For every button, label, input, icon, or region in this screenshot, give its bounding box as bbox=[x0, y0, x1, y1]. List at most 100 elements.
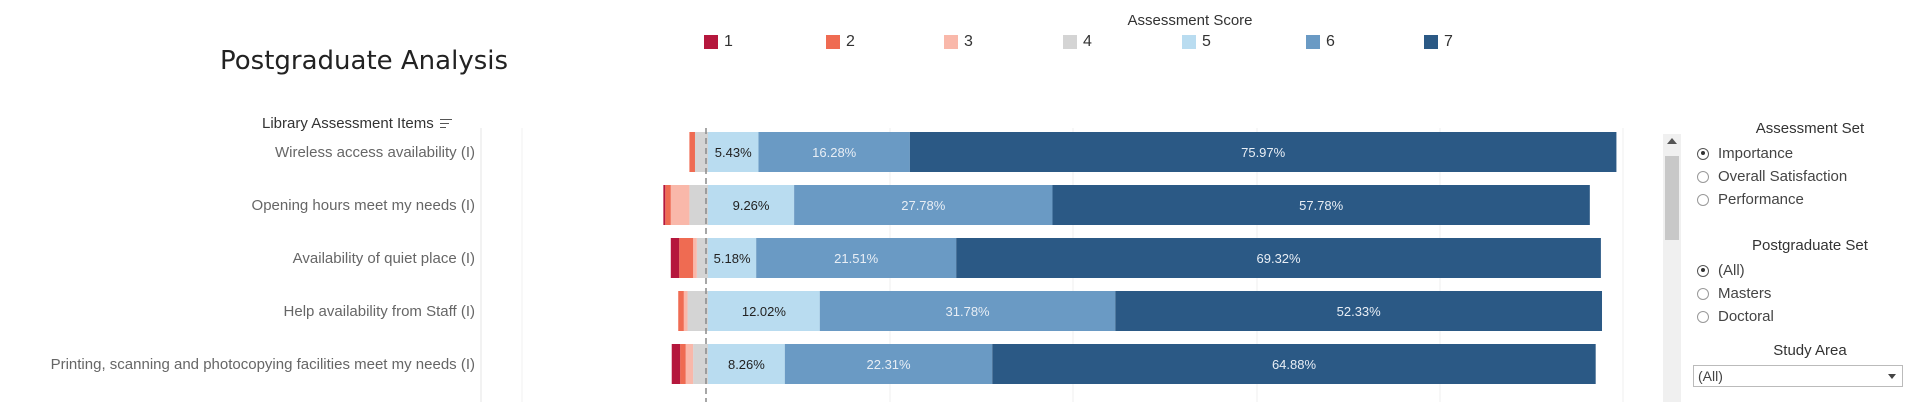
bar-segment-score-4[interactable] bbox=[689, 185, 708, 225]
bar-segment-score-1[interactable] bbox=[663, 185, 666, 225]
postgraduate-set-option-label: Doctoral bbox=[1718, 308, 1774, 325]
data-label: 16.28% bbox=[812, 145, 857, 160]
radio-button[interactable] bbox=[1697, 193, 1709, 206]
vertical-scrollbar[interactable] bbox=[1663, 134, 1681, 402]
legend-item-5[interactable]: 5 bbox=[1182, 33, 1211, 51]
bar-segment-score-6[interactable] bbox=[784, 344, 993, 384]
legend-swatch bbox=[1424, 35, 1438, 49]
bar-segment-score-2[interactable] bbox=[665, 185, 671, 225]
legend-swatch bbox=[1063, 35, 1077, 49]
legend-label: 3 bbox=[964, 33, 973, 50]
assessment-set-title: Assessment Set bbox=[1755, 120, 1865, 137]
bar-segment-score-1[interactable] bbox=[671, 344, 681, 384]
bar-segment-score-7[interactable] bbox=[1115, 291, 1603, 331]
bar-segment-score-2[interactable] bbox=[679, 238, 694, 278]
assessment-set-option-label: Performance bbox=[1718, 191, 1804, 208]
legend-label: 5 bbox=[1202, 33, 1211, 50]
scroll-up-icon[interactable] bbox=[1667, 138, 1677, 144]
bar-segment-score-5[interactable] bbox=[708, 132, 759, 172]
postgraduate-set-option[interactable]: Masters bbox=[1697, 285, 1771, 302]
data-label: 5.18% bbox=[714, 251, 751, 266]
study-area-value: (All) bbox=[1698, 368, 1723, 384]
postgraduate-set-option-label: (All) bbox=[1718, 262, 1745, 279]
chevron-down-icon[interactable] bbox=[1888, 374, 1896, 379]
bar-segment-score-2[interactable] bbox=[689, 132, 695, 172]
data-label: 21.51% bbox=[834, 251, 879, 266]
bar-segment-score-6[interactable] bbox=[758, 132, 910, 172]
category-label: Availability of quiet place (I) bbox=[293, 250, 475, 267]
filter-panel: Assessment Set Importance Overall Satisfa… bbox=[1660, 0, 1920, 402]
legend-swatch bbox=[1306, 35, 1320, 49]
study-area-dropdown[interactable]: (All) bbox=[1693, 365, 1903, 387]
data-label: 64.88% bbox=[1272, 357, 1317, 372]
radio-button[interactable] bbox=[1697, 147, 1709, 160]
assessment-set-option[interactable]: Performance bbox=[1697, 191, 1804, 208]
radio-button[interactable] bbox=[1697, 170, 1709, 183]
postgraduate-set-option-label: Masters bbox=[1718, 285, 1772, 302]
radio-button[interactable] bbox=[1697, 287, 1709, 300]
data-label: 27.78% bbox=[901, 198, 946, 213]
legend-item-4[interactable]: 4 bbox=[1063, 33, 1092, 51]
bar-segment-score-6[interactable] bbox=[756, 238, 957, 278]
legend-item-1[interactable]: 1 bbox=[704, 33, 733, 51]
bar-segment-score-3[interactable] bbox=[685, 344, 694, 384]
bar-segment-score-3[interactable] bbox=[693, 238, 697, 278]
data-label: 69.32% bbox=[1257, 251, 1302, 266]
legend-item-2[interactable]: 2 bbox=[826, 33, 855, 51]
bar-segment-score-3[interactable] bbox=[683, 291, 688, 331]
radio-button[interactable] bbox=[1697, 264, 1709, 277]
postgraduate-set-option[interactable]: (All) bbox=[1697, 262, 1745, 279]
data-label: 22.31% bbox=[867, 357, 912, 372]
bar-segment-score-6[interactable] bbox=[794, 185, 1053, 225]
field-header-label: Library Assessment Items bbox=[262, 115, 434, 132]
assessment-set-option[interactable]: Overall Satisfaction bbox=[1697, 168, 1847, 185]
category-label: Printing, scanning and photocopying faci… bbox=[51, 356, 475, 373]
bar-segment-score-5[interactable] bbox=[708, 344, 785, 384]
bar-segment-score-5[interactable] bbox=[708, 185, 795, 225]
bar-segment-score-1[interactable] bbox=[670, 238, 680, 278]
legend-label: 7 bbox=[1444, 33, 1453, 50]
legend-item-3[interactable]: 3 bbox=[944, 33, 973, 51]
data-label: 57.78% bbox=[1299, 198, 1344, 213]
category-label: Wireless access availability (I) bbox=[275, 144, 475, 161]
study-area-title: Study Area bbox=[1773, 342, 1847, 359]
bar-segment-score-4[interactable] bbox=[696, 238, 708, 278]
scroll-thumb[interactable] bbox=[1665, 156, 1679, 240]
legend-title: Assessment Score bbox=[1127, 12, 1253, 29]
bar-segment-score-6[interactable] bbox=[819, 291, 1116, 331]
stacked-bar-chart: Wireless access availability (I) 5.43% 16.… bbox=[51, 128, 1624, 402]
assessment-set-option-label: Importance bbox=[1718, 145, 1794, 162]
data-label: 52.33% bbox=[1337, 304, 1382, 319]
legend-label: 2 bbox=[846, 33, 855, 50]
legend-label: 6 bbox=[1326, 33, 1335, 50]
data-label: 9.26% bbox=[733, 198, 770, 213]
legend-item-7[interactable]: 7 bbox=[1424, 33, 1453, 51]
legend-item-6[interactable]: 6 bbox=[1306, 33, 1335, 51]
bar-segment-score-3[interactable] bbox=[670, 185, 690, 225]
assessment-set-option[interactable]: Importance bbox=[1697, 145, 1793, 162]
bar-segment-score-2[interactable] bbox=[680, 344, 686, 384]
bar-segment-score-5[interactable] bbox=[708, 238, 757, 278]
legend-swatch bbox=[944, 35, 958, 49]
radio-button[interactable] bbox=[1697, 310, 1709, 323]
assessment-set-option-label: Overall Satisfaction bbox=[1718, 168, 1848, 185]
legend-swatch bbox=[704, 35, 718, 49]
bar-segment-score-7[interactable] bbox=[992, 344, 1596, 384]
bar-segment-score-2[interactable] bbox=[678, 291, 684, 331]
field-header[interactable]: Library Assessment Items bbox=[262, 115, 452, 132]
bar-segment-score-4[interactable] bbox=[694, 132, 708, 172]
postgraduate-set-option[interactable]: Doctoral bbox=[1697, 308, 1774, 325]
bar-segment-score-7[interactable] bbox=[1052, 185, 1590, 225]
data-label: 12.02% bbox=[742, 304, 787, 319]
bar-segment-score-7[interactable] bbox=[909, 132, 1617, 172]
bar-segment-score-4[interactable] bbox=[693, 344, 708, 384]
bar-segment-score-7[interactable] bbox=[956, 238, 1601, 278]
data-label: 5.43% bbox=[715, 145, 752, 160]
legend-label: 1 bbox=[724, 33, 733, 50]
category-label: Opening hours meet my needs (I) bbox=[252, 197, 475, 214]
sort-icon[interactable] bbox=[439, 118, 452, 129]
bar-segment-score-5[interactable] bbox=[708, 291, 820, 331]
postgraduate-set-title: Postgraduate Set bbox=[1752, 237, 1868, 254]
bar-segment-score-4[interactable] bbox=[687, 291, 708, 331]
data-label: 31.78% bbox=[946, 304, 991, 319]
